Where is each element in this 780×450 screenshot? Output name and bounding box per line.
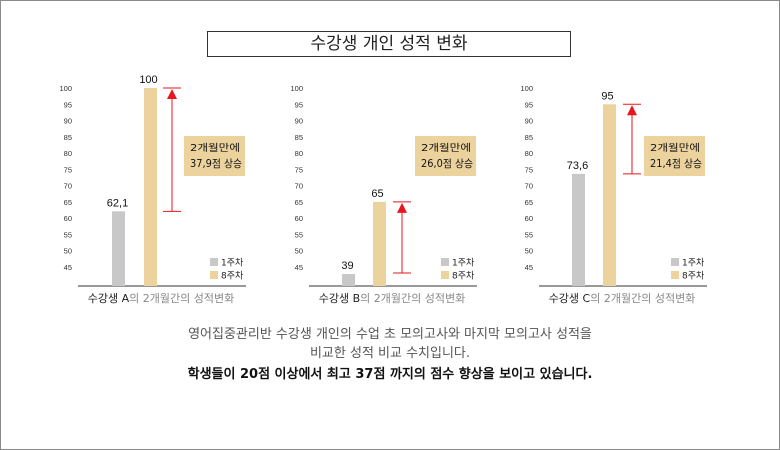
chart1-annotation-box bbox=[184, 136, 245, 176]
chart2-ytick-label: 55 bbox=[295, 230, 303, 239]
chart1-ytick-label: 90 bbox=[64, 117, 72, 126]
chart2-ytick-label: 80 bbox=[295, 149, 303, 158]
chart2-title-sub: 의 2개월간의 성적변화 bbox=[360, 292, 465, 305]
chart1-legend-swatch-week8 bbox=[210, 271, 218, 279]
chart1-ytick-label: 100 bbox=[59, 84, 72, 93]
chart3-ytick-label: 65 bbox=[525, 198, 533, 207]
chart1-bar-week1 bbox=[112, 211, 125, 286]
chart3-legend-swatch-week1 bbox=[671, 258, 679, 266]
chart3-annotation-box bbox=[644, 136, 705, 176]
chart3-ytick-label: 85 bbox=[525, 133, 533, 142]
chart1-legend-swatch-week1 bbox=[210, 258, 218, 266]
chart2-ytick-label: 100 bbox=[290, 84, 303, 93]
chart1-annotation-line1: 2개월만에 bbox=[190, 142, 240, 154]
chart2-legend-swatch-week1 bbox=[441, 258, 449, 266]
chart3-ytick-label: 95 bbox=[525, 100, 533, 109]
caption-line-1: 영어집중관리반 수강생 개인의 수업 초 모의고사와 마지막 모의고사 성적을 bbox=[188, 327, 592, 342]
chart3-value-label-week8: 95 bbox=[601, 90, 613, 102]
chart1-ytick-label: 70 bbox=[64, 182, 72, 191]
chart3-legend-swatch-week8 bbox=[671, 271, 679, 279]
chart1-ytick-label: 95 bbox=[64, 100, 72, 109]
caption-line-2: 비교한 성적 비교 수치입니다. bbox=[309, 346, 471, 361]
chart2-legend-label-week1: 1주차 bbox=[452, 257, 475, 269]
chart1-ytick-label: 50 bbox=[64, 247, 72, 256]
chart2-ytick-label: 85 bbox=[295, 133, 303, 142]
chart1-title-sub: 의 2개월간의 성적변화 bbox=[129, 292, 234, 305]
chart3-ytick-label: 45 bbox=[525, 263, 533, 272]
chart3-title: 수강생 C의 2개월간의 성적변화 bbox=[549, 292, 696, 305]
chart2-ytick-label: 65 bbox=[295, 198, 303, 207]
chart2-ytick-label: 60 bbox=[295, 214, 303, 223]
chart3-bar-week8 bbox=[603, 104, 616, 286]
chart2-value-label-week1: 39 bbox=[341, 260, 353, 272]
chart3-ytick-label: 90 bbox=[525, 117, 533, 126]
chart3-ytick-label: 60 bbox=[525, 214, 533, 223]
chart3-legend-label-week8: 8주차 bbox=[682, 270, 705, 282]
chart1-ytick-label: 85 bbox=[64, 133, 72, 142]
chart1-ytick-label: 45 bbox=[64, 263, 72, 272]
chart1-ytick-label: 65 bbox=[64, 198, 72, 207]
chart1-legend-label-week1: 1주차 bbox=[221, 257, 244, 269]
chart1-ytick-label: 75 bbox=[64, 165, 72, 174]
chart3-annotation-line1: 2개월만에 bbox=[650, 142, 700, 154]
chart3-ytick-label: 50 bbox=[525, 247, 533, 256]
chart2-title-main: 수강생 B bbox=[319, 292, 360, 305]
caption-line-3: 학생들이 20점 이상에서 최고 37점 까지의 점수 향상을 보이고 있습니다… bbox=[187, 367, 593, 382]
chart2-ytick-label: 50 bbox=[295, 247, 303, 256]
chart1-ytick-label: 60 bbox=[64, 214, 72, 223]
chart2-ytick-label: 70 bbox=[295, 182, 303, 191]
chart2-legend-swatch-week8 bbox=[441, 271, 449, 279]
chart2-legend-label-week8: 8주차 bbox=[452, 270, 475, 282]
chart2-ytick-label: 90 bbox=[295, 117, 303, 126]
page-title: 수강생 개인 성적 변화 bbox=[207, 31, 571, 57]
chart3-title-sub: 의 2개월간의 성적변화 bbox=[590, 292, 695, 305]
chart2-value-label-week8: 65 bbox=[371, 188, 383, 200]
chart3-legend-label-week1: 1주차 bbox=[682, 257, 705, 269]
chart1-ytick-label: 80 bbox=[64, 149, 72, 158]
chart3-value-label-week1: 73,6 bbox=[567, 160, 588, 172]
chart3-annotation-line2: 21,4점 상승 bbox=[650, 158, 702, 170]
chart2-title: 수강생 B의 2개월간의 성적변화 bbox=[319, 292, 465, 305]
chart3-arrowhead bbox=[627, 105, 637, 116]
chart1-arrowhead bbox=[167, 89, 177, 99]
chart1-ytick-label: 55 bbox=[64, 230, 72, 239]
chart3-title-main: 수강생 C bbox=[549, 292, 591, 305]
chart1-value-label-week8: 100 bbox=[139, 74, 157, 86]
chart1-annotation-line2: 37,9점 상승 bbox=[190, 158, 242, 170]
chart2-annotation-line2: 26,0점 상승 bbox=[421, 158, 473, 170]
chart1-legend-label-week8: 8주차 bbox=[221, 270, 244, 282]
chart2-ytick-label: 95 bbox=[295, 100, 303, 109]
chart1-value-label-week1: 62,1 bbox=[107, 197, 128, 209]
chart2-ytick-label: 75 bbox=[295, 165, 303, 174]
chart2-bar-week1 bbox=[342, 274, 355, 286]
chart1-title-main: 수강생 A bbox=[88, 292, 130, 305]
chart3-bar-week1 bbox=[572, 173, 585, 286]
chart2-annotation-box bbox=[415, 136, 476, 176]
chart2-ytick-label: 45 bbox=[295, 263, 303, 272]
chart3-ytick-label: 70 bbox=[525, 182, 533, 191]
chart3-ytick-label: 80 bbox=[525, 149, 533, 158]
chart3-ytick-label: 75 bbox=[525, 165, 533, 174]
chart3-ytick-label: 55 bbox=[525, 230, 533, 239]
chart2-bar-week8 bbox=[373, 201, 386, 286]
chart2-arrowhead bbox=[397, 202, 407, 213]
chart2-annotation-line1: 2개월만에 bbox=[421, 142, 471, 154]
chart3-ytick-label: 100 bbox=[520, 84, 533, 93]
chart1-title: 수강생 A의 2개월간의 성적변화 bbox=[88, 292, 234, 305]
chart1-bar-week8 bbox=[144, 88, 157, 286]
